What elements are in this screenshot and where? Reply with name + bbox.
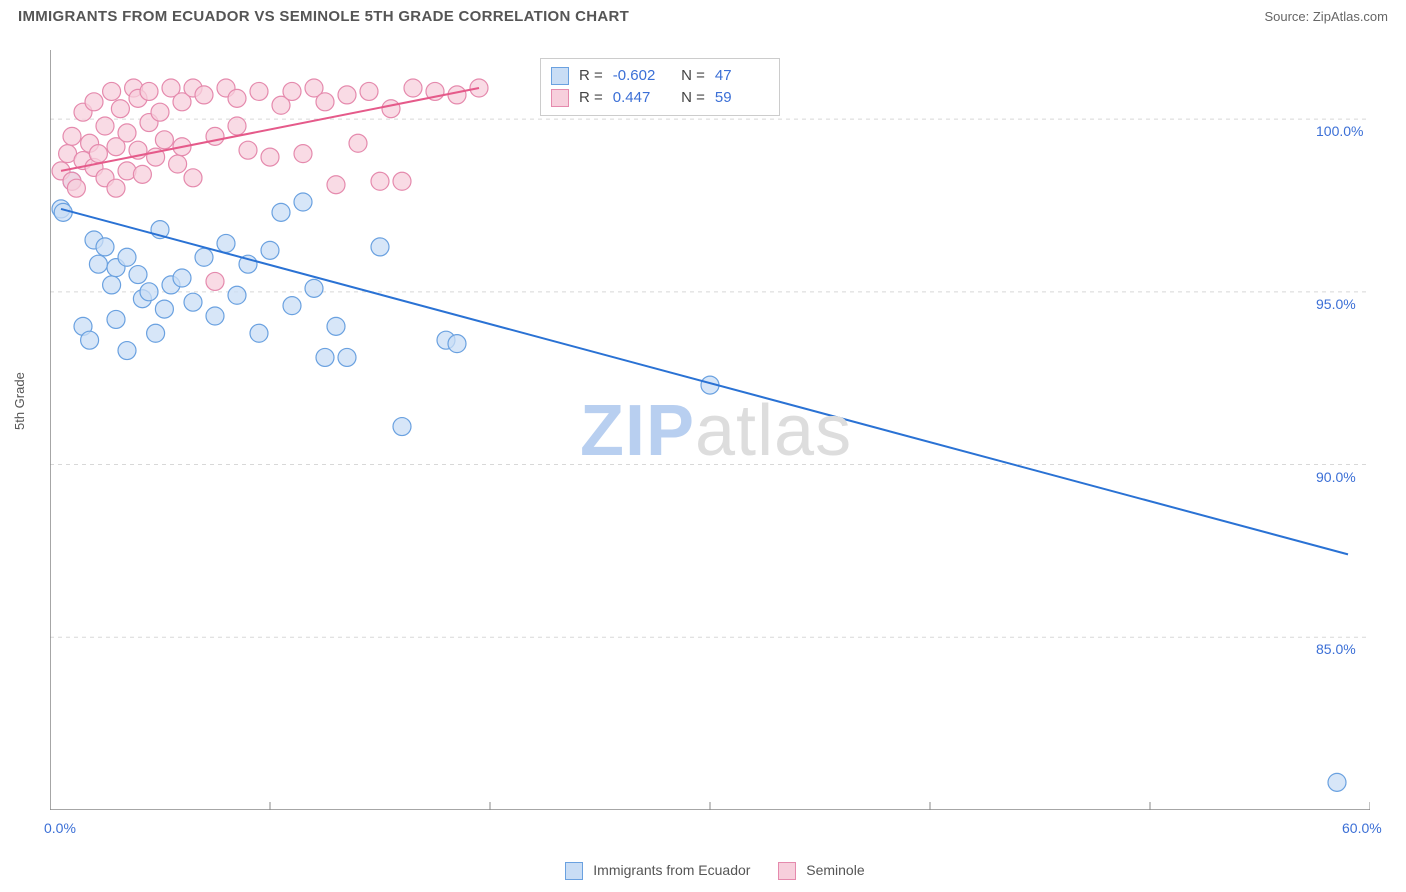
source-credit: Source: ZipAtlas.com	[1264, 9, 1388, 24]
y-tick-label: 95.0%	[1316, 296, 1356, 312]
y-tick-label: 85.0%	[1316, 641, 1356, 657]
source-prefix: Source:	[1264, 9, 1312, 24]
y-axis-label: 5th Grade	[12, 372, 27, 430]
x-tick-label: 0.0%	[44, 820, 76, 836]
y-tick-label: 100.0%	[1316, 123, 1363, 139]
correlation-legend: R = -0.602 N = 47R = 0.447 N = 59	[540, 58, 780, 116]
correlation-legend-row: R = 0.447 N = 59	[551, 87, 765, 109]
chart-header: IMMIGRANTS FROM ECUADOR VS SEMINOLE 5TH …	[0, 0, 1406, 29]
stat-n-value: 59	[715, 87, 765, 109]
y-tick-label: 90.0%	[1316, 469, 1356, 485]
x-tick-label: 60.0%	[1342, 820, 1382, 836]
legend-label-ecuador: Immigrants from Ecuador	[593, 862, 750, 878]
source-name: ZipAtlas.com	[1313, 9, 1388, 24]
chart-plot-area	[50, 50, 1370, 810]
stat-r-label: R =	[579, 65, 603, 87]
legend-swatch-ecuador	[565, 862, 583, 880]
legend-swatch	[551, 67, 569, 85]
stat-n-value: 47	[715, 65, 765, 87]
legend-swatch-seminole	[778, 862, 796, 880]
stat-r-value: 0.447	[613, 87, 663, 109]
stat-n-label: N =	[673, 65, 705, 87]
scatter-chart-svg	[50, 50, 1370, 810]
legend-swatch	[551, 89, 569, 107]
correlation-legend-row: R = -0.602 N = 47	[551, 65, 765, 87]
chart-title: IMMIGRANTS FROM ECUADOR VS SEMINOLE 5TH …	[18, 8, 629, 25]
stat-r-label: R =	[579, 87, 603, 109]
series-legend: Immigrants from Ecuador Seminole	[0, 862, 1406, 880]
legend-label-b: Seminole	[806, 862, 864, 878]
stat-r-value: -0.602	[613, 65, 663, 87]
stat-n-label: N =	[673, 87, 705, 109]
